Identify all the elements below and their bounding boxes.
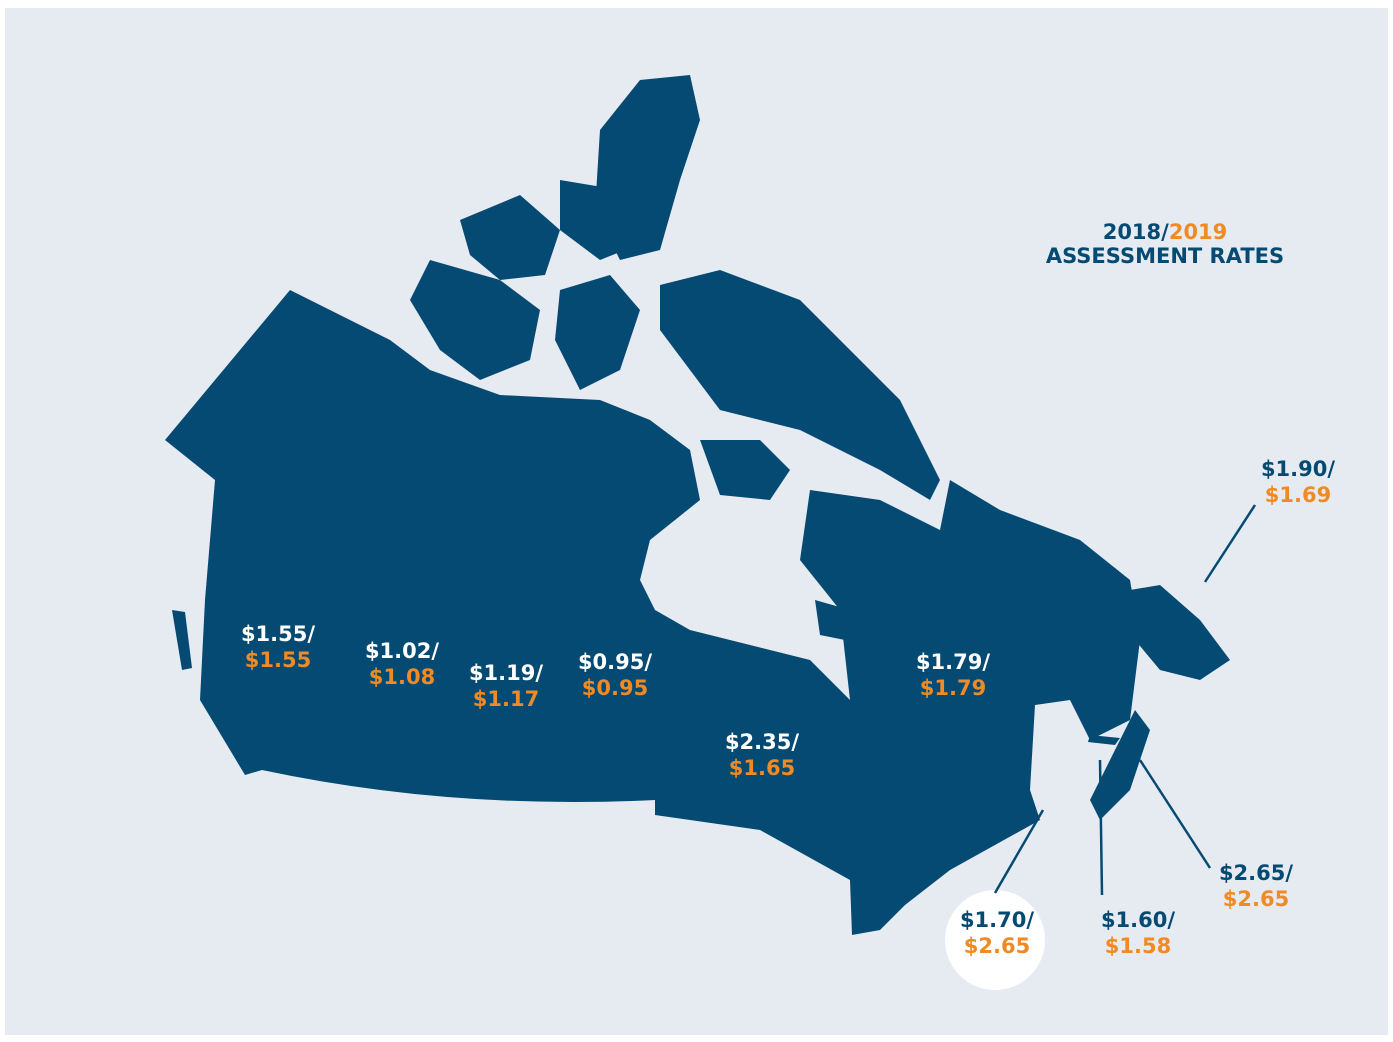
canada-map — [165, 75, 1230, 935]
rate-2018: $2.35/ — [725, 730, 799, 754]
rate-2019: $1.17 — [473, 687, 539, 711]
highlight-circle — [945, 890, 1045, 990]
rate-2018: $1.79/ — [916, 650, 990, 674]
rate-2018: $0.95/ — [578, 650, 652, 674]
newfoundland — [1130, 585, 1230, 680]
leader-line — [1098, 759, 1104, 896]
leader-line — [1203, 504, 1257, 583]
leader-line — [993, 809, 1045, 894]
victoria-island — [410, 260, 540, 380]
james-bay-islands — [815, 600, 850, 640]
vancouver-island — [172, 610, 192, 670]
rate-2019: $1.55 — [245, 648, 311, 672]
legend-subtitle: ASSESSMENT RATES — [1046, 244, 1284, 268]
rate-2019: $1.58 — [1105, 934, 1171, 958]
rate-2018: $1.19/ — [469, 661, 543, 685]
mainland — [165, 290, 1140, 935]
pei — [1088, 735, 1120, 745]
year-2019: 2019 — [1169, 220, 1227, 244]
rate-2019: $1.79 — [920, 676, 986, 700]
rate-2018: $1.90/ — [1261, 457, 1335, 481]
rate-2018: $1.55/ — [241, 622, 315, 646]
arctic-island — [555, 275, 640, 390]
rate-2018: $1.60/ — [1101, 908, 1175, 932]
arctic-island — [460, 195, 560, 280]
rate-2018: $2.65/ — [1219, 861, 1293, 885]
rate-2019: $1.65 — [729, 756, 795, 780]
rate-2019: $1.08 — [369, 665, 435, 689]
rate-2018: $1.70/ — [960, 908, 1034, 932]
rate-2019: $2.65 — [964, 934, 1030, 958]
rate-labels: $1.55/$1.55 $1.02/$1.08 $1.19/$1.17$0.95/$… — [241, 457, 1335, 958]
leader-line — [1138, 759, 1212, 869]
rate-2019: $2.65 — [1223, 887, 1289, 911]
rate-2019: $1.69 — [1265, 483, 1331, 507]
baffin-island — [660, 270, 940, 500]
southampton-island — [700, 440, 790, 500]
rate-2019: $0.95 — [582, 676, 648, 700]
legend-title: 2018/2019 — [1103, 220, 1228, 244]
year-2018: 2018/ — [1103, 220, 1169, 244]
rate-2018: $1.02/ — [365, 639, 439, 663]
nova-scotia — [1090, 710, 1150, 820]
arctic-island — [560, 180, 650, 260]
